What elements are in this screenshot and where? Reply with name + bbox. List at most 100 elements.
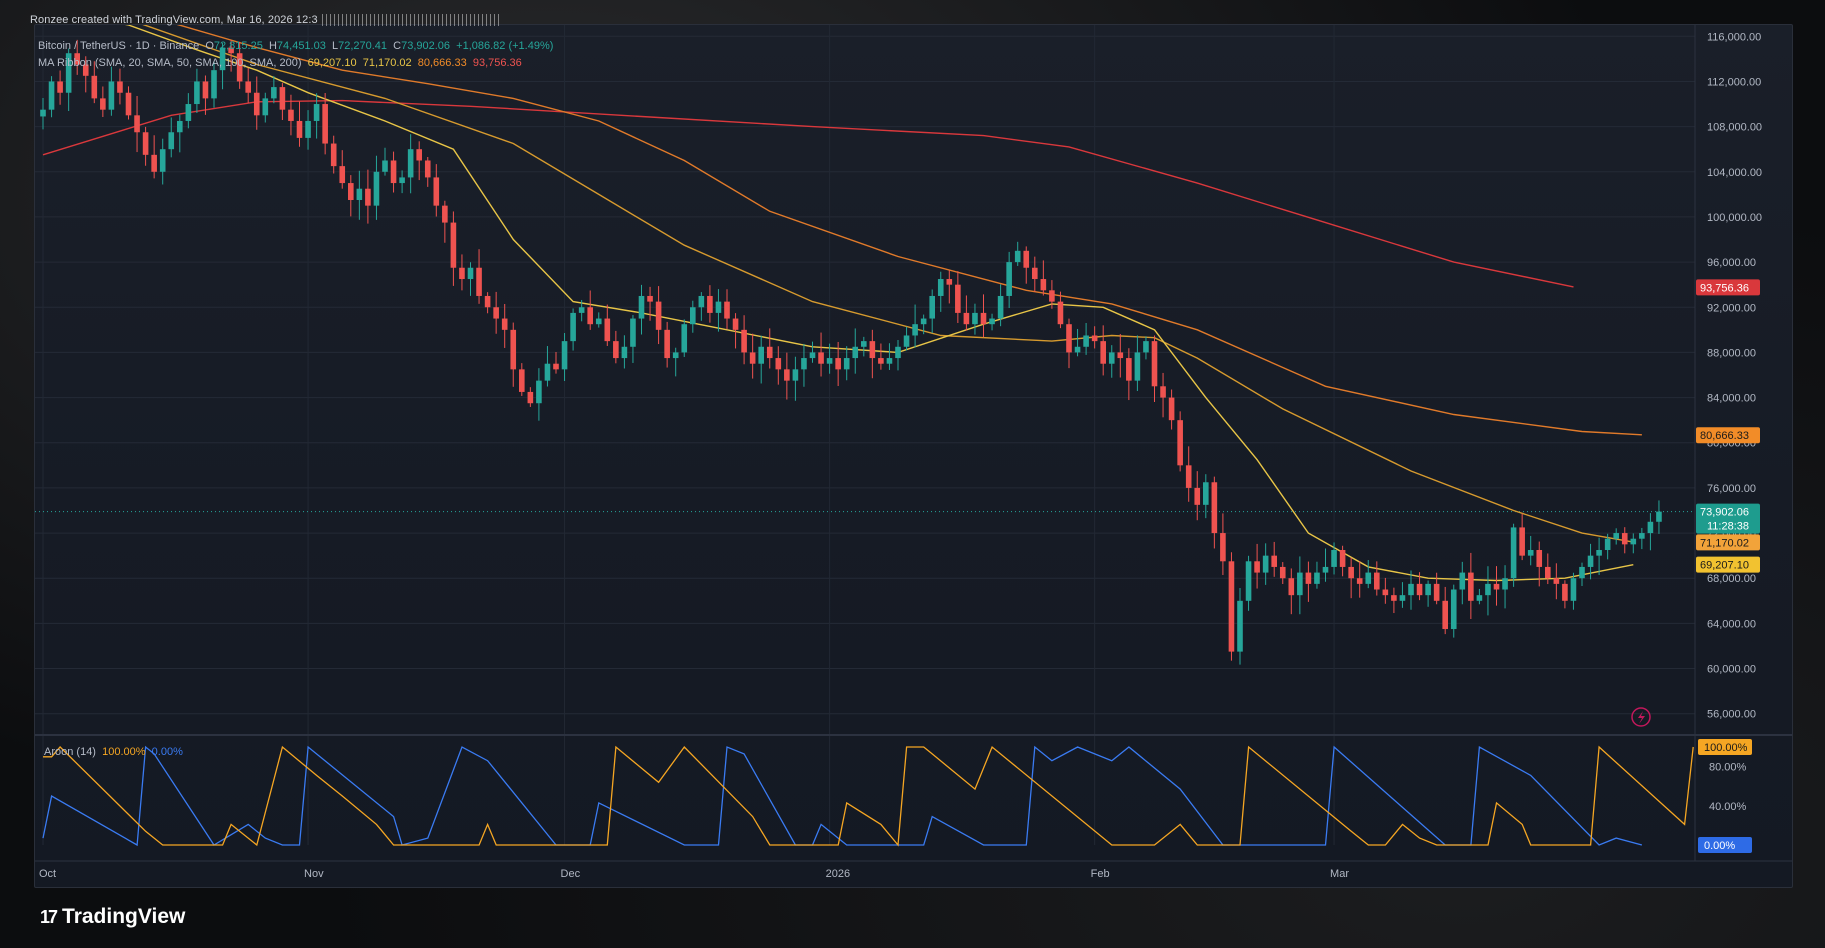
candle-down: [1177, 420, 1183, 466]
candle-up: [989, 318, 995, 325]
candle-up: [1083, 335, 1089, 347]
candle-down: [955, 284, 961, 313]
candle-down: [1057, 301, 1064, 325]
candle-up: [1596, 550, 1602, 556]
aroon-down-badge: [1698, 837, 1752, 853]
candle-down: [1211, 482, 1218, 534]
credit-barcode: [321, 14, 502, 27]
aroon-up-badge-label: 100.00%: [1704, 742, 1748, 754]
ma-label[interactable]: MA Ribbon (SMA, 20, SMA, 50, SMA, 100, S…: [38, 57, 302, 69]
candle-up: [1579, 566, 1585, 579]
candle-up: [1143, 341, 1149, 353]
candle-up: [972, 312, 978, 325]
low-label: L: [331, 40, 339, 52]
open-label: O: [205, 40, 214, 52]
candle-up: [578, 307, 585, 313]
candle-up: [1459, 572, 1466, 590]
candle-up: [1647, 521, 1654, 534]
candle-down: [587, 307, 593, 325]
price-badge-bg: [1696, 534, 1760, 551]
symbol-legend: Bitcoin / TetherUS · 1D · Binance O72,81…: [38, 40, 553, 52]
aroon-down-value: 0.00%: [151, 746, 183, 758]
candle-up: [271, 87, 277, 99]
price-badge-label: 69,207.10: [1700, 560, 1749, 572]
candle-down: [1091, 335, 1098, 342]
sma20-line: [124, 25, 1634, 582]
x-tick-label: Mar: [1330, 868, 1349, 880]
candle-up: [48, 81, 55, 110]
candle-down: [202, 81, 209, 99]
candle-up: [1639, 533, 1645, 539]
candle-up: [1297, 572, 1303, 596]
candle-up: [194, 81, 200, 105]
candle-down: [501, 318, 508, 330]
sma200-line: [42, 99, 1574, 288]
close-value: 73,902.06: [401, 40, 451, 52]
candle-down: [510, 329, 517, 370]
candle-down: [1066, 324, 1072, 353]
candle-up: [313, 104, 320, 121]
candle-up: [997, 295, 1004, 319]
candle-down: [322, 104, 328, 144]
candle-down: [732, 318, 739, 330]
sma200-value: 93,756.36: [472, 57, 522, 69]
candle-up: [792, 369, 799, 381]
candle-up: [801, 358, 807, 370]
aroon-up-line: [43, 745, 1694, 847]
candle-down: [117, 81, 123, 93]
candle-up: [262, 98, 269, 116]
candle-down: [980, 312, 987, 325]
candle-down: [604, 318, 611, 342]
candle-up: [399, 177, 405, 184]
candle-down: [766, 346, 773, 359]
candle-down: [1391, 595, 1397, 601]
candle-down: [1032, 267, 1038, 280]
candle-down: [1168, 397, 1175, 421]
candle-up: [467, 267, 474, 280]
candle-up: [211, 70, 217, 99]
candle-down: [1374, 572, 1380, 590]
candle-down: [1126, 358, 1132, 381]
price-badge-bg: [1696, 556, 1760, 573]
candle-up: [219, 47, 226, 71]
candle-down: [1562, 583, 1568, 601]
y-tick-label: 96,000.00: [1707, 257, 1756, 269]
price-badge-label: 93,756.36: [1700, 282, 1749, 294]
candle-up: [1425, 583, 1431, 596]
candle-down: [749, 352, 756, 364]
candle-down: [245, 81, 251, 93]
candle-up: [168, 132, 175, 150]
aroon-legend: Aroon (14) 100.00% 0.00%: [44, 746, 183, 758]
candle-down: [134, 115, 140, 133]
symbol-name[interactable]: Bitcoin / TetherUS · 1D · Binance: [38, 40, 200, 52]
aroon-tick-label: 80.00%: [1709, 762, 1747, 774]
candle-up: [1510, 527, 1517, 579]
candle-down: [1185, 465, 1192, 488]
candle-down: [82, 64, 89, 76]
aroon-down-badge-label: 0.00%: [1704, 840, 1735, 852]
aroon-label[interactable]: Aroon (14): [44, 746, 96, 758]
candle-down: [279, 87, 286, 110]
candle-down: [424, 160, 431, 178]
tradingview-brand[interactable]: 17 TradingView: [40, 905, 185, 929]
tradingview-logo-icon: 17: [40, 906, 58, 927]
sma100-value: 80,666.33: [417, 57, 467, 69]
price-chart[interactable]: 116,000.00 112,000.00 108,000.00 104,000.00…: [35, 25, 1792, 887]
candle-up: [758, 346, 764, 364]
candle-up: [544, 363, 551, 381]
aroon-up-badge: [1698, 739, 1752, 755]
countdown-label: 11:28:38: [1707, 521, 1749, 533]
candle-down: [1117, 352, 1124, 359]
candle-down: [1433, 583, 1440, 601]
candle-down: [57, 81, 63, 93]
candle-up: [1365, 572, 1372, 584]
candle-down: [878, 358, 884, 364]
candle-up: [826, 358, 833, 364]
aroon-up-value: 100.00%: [102, 746, 146, 758]
price-badge: 71,170.02: [1696, 534, 1760, 551]
price-badge-label: 71,170.02: [1700, 537, 1749, 549]
sma100-line: [176, 25, 1642, 436]
candle-up: [1604, 538, 1611, 550]
candle-up: [920, 318, 927, 325]
price-badge: 69,207.10: [1696, 556, 1760, 573]
